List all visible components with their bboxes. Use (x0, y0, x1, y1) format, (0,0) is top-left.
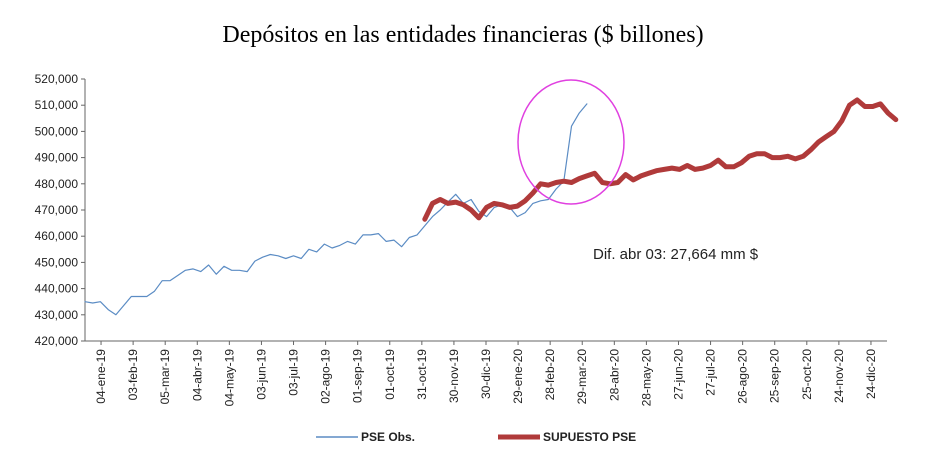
x-tick-label: 28-may-20 (639, 349, 653, 407)
x-tick-label: 25-sep-20 (768, 349, 782, 403)
y-tick-label: 470,000 (35, 203, 79, 217)
legend: PSE Obs. SUPUESTO PSE (316, 430, 636, 444)
x-tick-label: 25-oct-20 (800, 349, 814, 400)
x-tick-label: 31-oct-19 (415, 349, 429, 400)
x-tick-label: 28-feb-20 (543, 349, 557, 401)
x-tick-label: 30-dic-19 (479, 349, 493, 399)
x-tick-label: 01-oct-19 (383, 349, 397, 400)
x-tick-label: 04-ene-19 (94, 349, 108, 404)
y-tick-label: 460,000 (35, 229, 79, 243)
x-tick-label: 04-may-19 (222, 349, 236, 407)
x-tick-label: 27-jun-20 (671, 349, 685, 400)
x-tick-label: 29-ene-20 (511, 349, 525, 404)
x-tick-label: 03-jul-19 (287, 349, 301, 396)
y-tick-label: 500,000 (35, 124, 79, 138)
y-tick-label: 430,000 (35, 308, 79, 322)
x-tick-label: 05-mar-19 (158, 349, 172, 405)
x-tick-label: 26-ago-20 (736, 349, 750, 404)
x-tick-label: 24-dic-20 (864, 349, 878, 399)
x-tick-label: 24-nov-20 (832, 349, 846, 403)
chart-title: Depósitos en las entidades financieras (… (222, 22, 704, 48)
legend-item-pse-obs-label: PSE Obs. (361, 430, 415, 444)
x-axis-tick-labels: 04-ene-19 03-feb-19 05-mar-19 04-abr-19 04-m… (94, 341, 878, 406)
y-tick-label: 510,000 (35, 98, 79, 112)
x-tick-label: 04-abr-19 (190, 349, 204, 401)
x-tick-label: 28-abr-20 (607, 349, 621, 401)
y-tick-label: 520,000 (35, 72, 79, 86)
y-tick-label: 440,000 (35, 282, 79, 296)
difference-annotation: Dif. abr 03: 27,664 mm $ (593, 246, 759, 263)
x-tick-label: 29-mar-20 (575, 349, 589, 405)
y-tick-label: 450,000 (35, 255, 79, 269)
y-tick-label: 490,000 (35, 151, 79, 165)
series-layer (84, 97, 899, 316)
series-line-supuesto-pse (422, 97, 899, 222)
plot-background (80, 66, 890, 456)
x-tick-label: 30-nov-19 (447, 349, 461, 403)
x-tick-label: 01-sep-19 (351, 349, 365, 403)
y-tick-label: 420,000 (35, 334, 79, 348)
highlight-ellipse (517, 79, 625, 205)
x-tick-label: 02-ago-19 (319, 349, 333, 404)
x-tick-label: 27-jul-20 (704, 349, 718, 396)
x-tick-label: 03-feb-19 (126, 349, 140, 401)
legend-item-supuesto-pse-label: SUPUESTO PSE (543, 430, 636, 444)
y-axis-tick-labels: 420,000 430,000 440,000 450,000 460,000 470,0… (35, 72, 85, 348)
x-tick-label: 03-jun-19 (254, 349, 268, 400)
y-tick-label: 480,000 (35, 177, 79, 191)
